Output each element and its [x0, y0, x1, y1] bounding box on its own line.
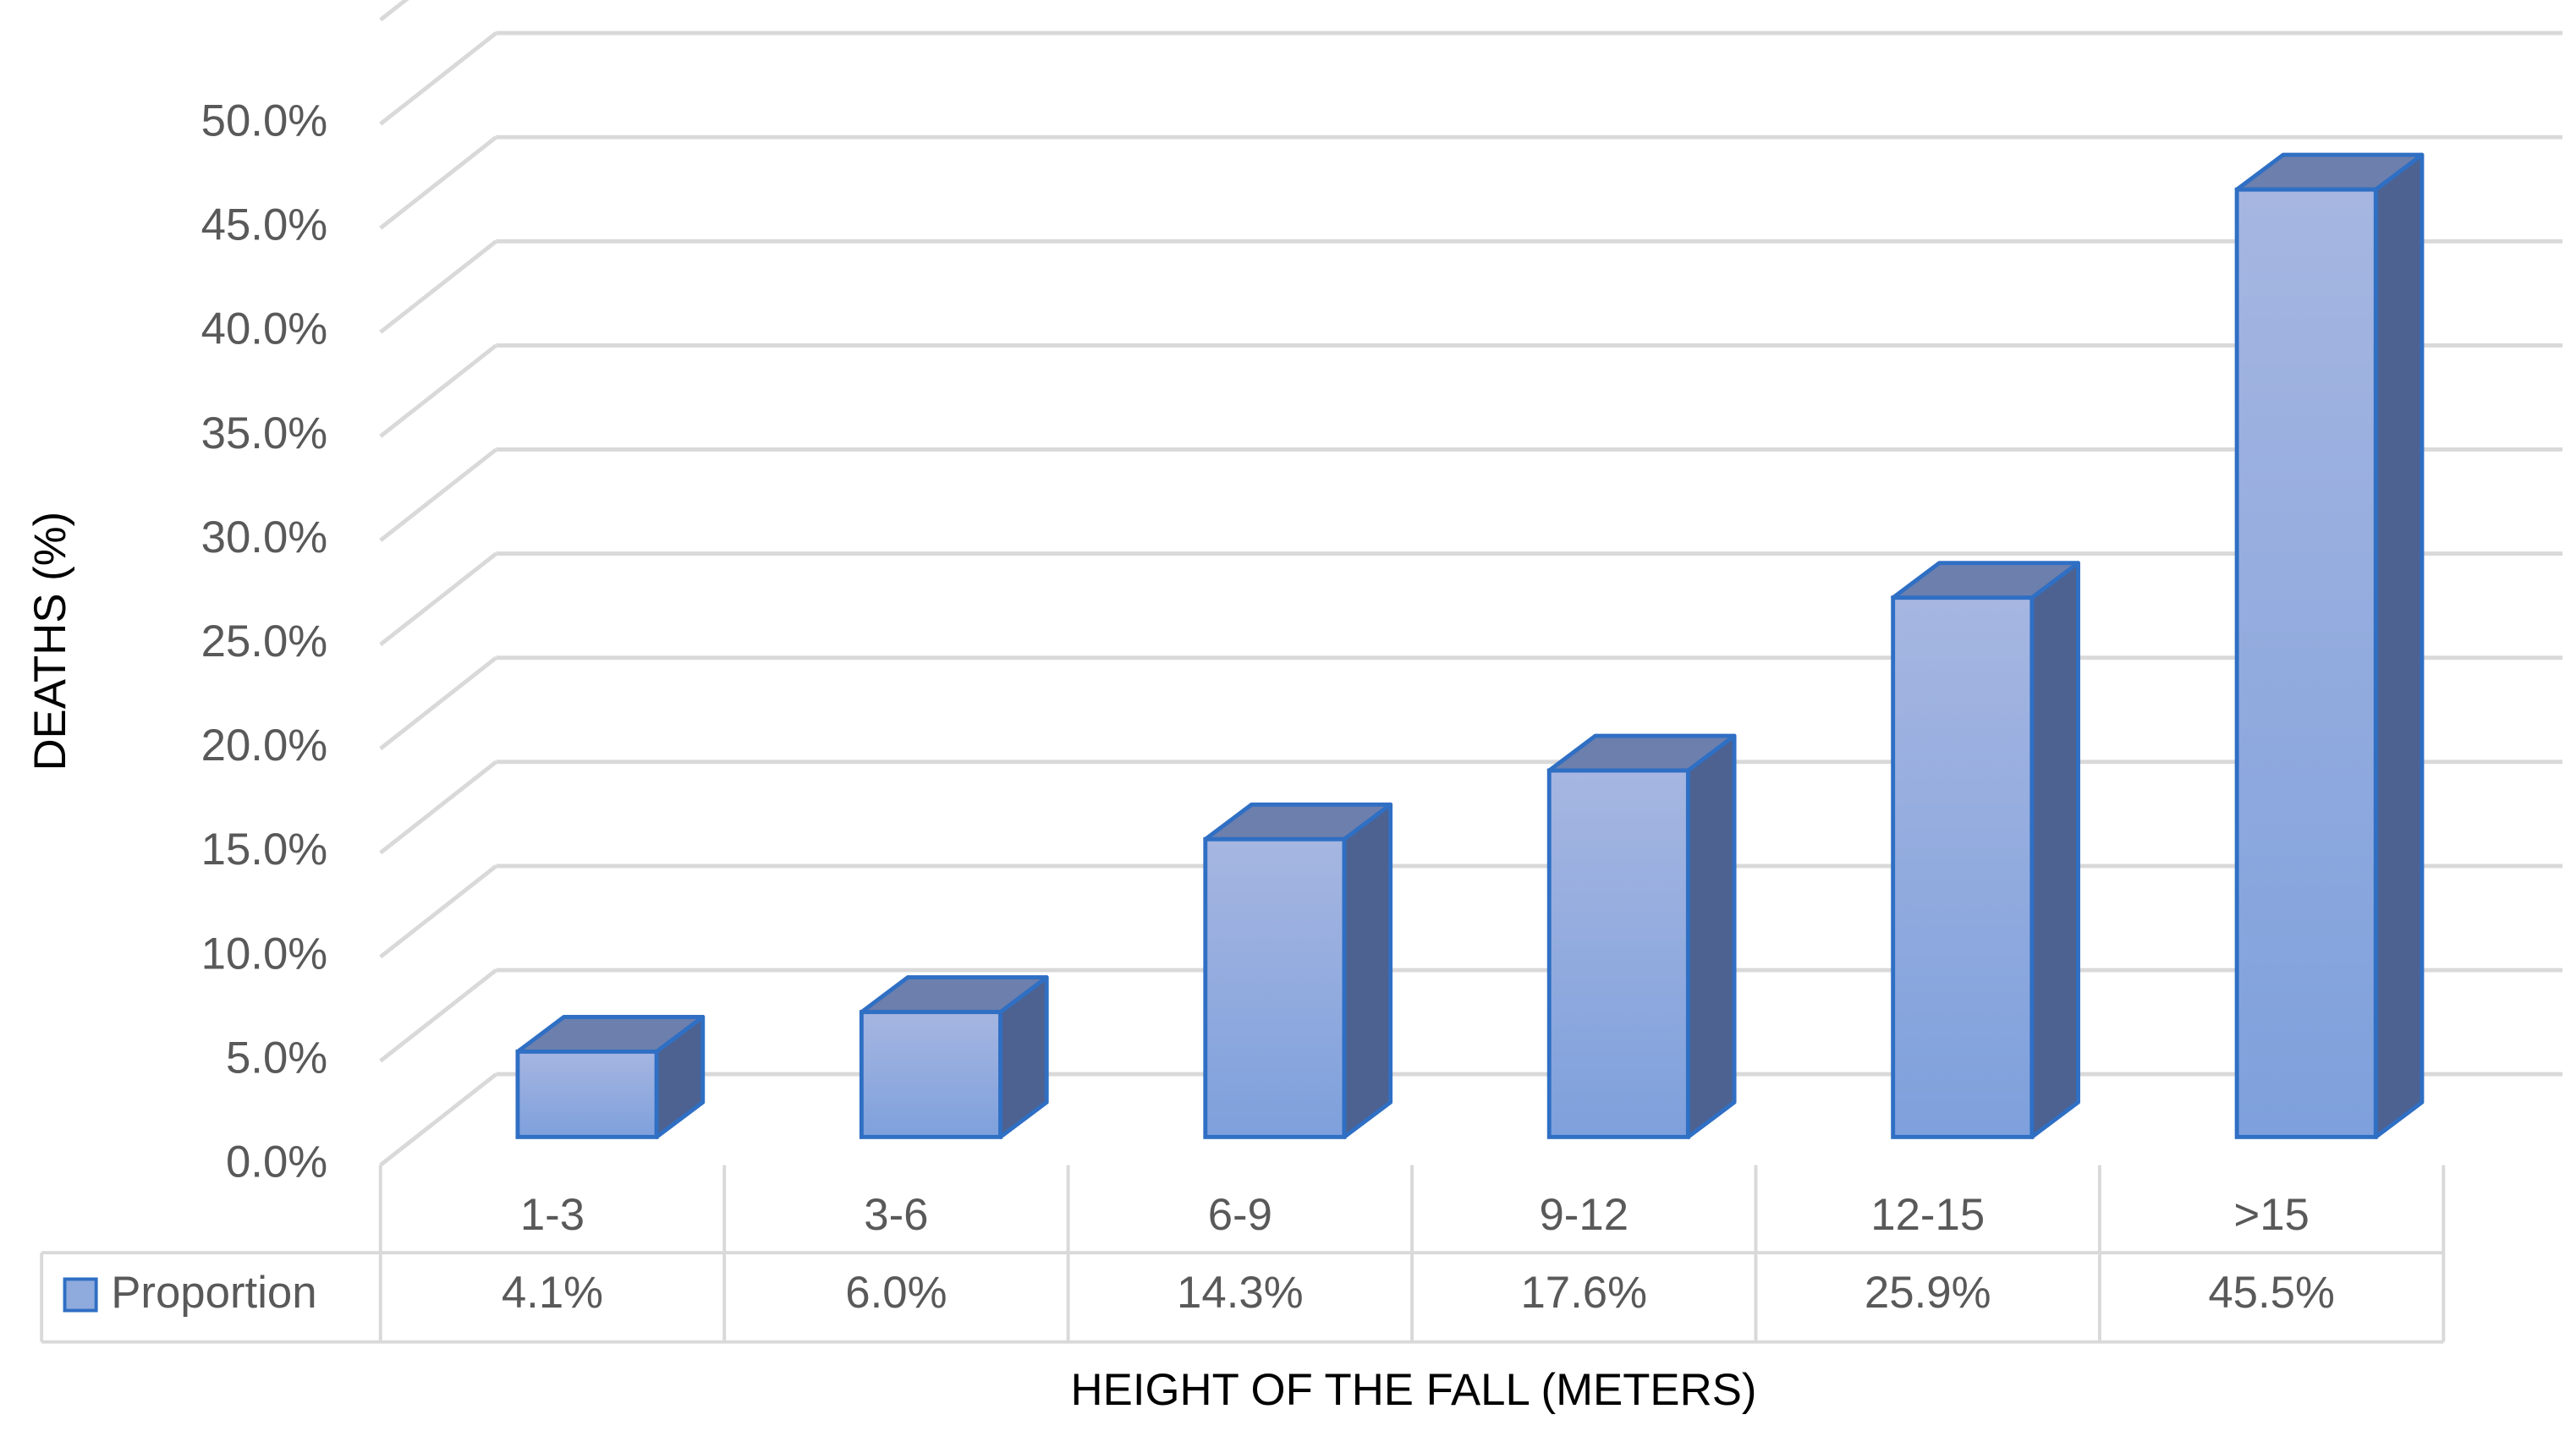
value-label: 25.9%: [1865, 1268, 1991, 1318]
grid-line-side: [379, 447, 498, 542]
x-axis-title: HEIGHT OF THE FALL (METERS): [1071, 1365, 1757, 1415]
bar: [515, 1049, 659, 1139]
bar-side: [2029, 561, 2080, 1139]
grid-line-side: [379, 1072, 498, 1167]
value-label: 14.3%: [1177, 1268, 1304, 1318]
y-tick-label: 35.0%: [201, 408, 328, 458]
value-label: 4.1%: [502, 1268, 603, 1318]
grid-line-side: [379, 655, 498, 751]
y-tick-label: 25.0%: [201, 617, 328, 666]
value-label: 17.6%: [1520, 1268, 1647, 1318]
x-tick-label: 3-6: [864, 1190, 928, 1240]
grid-line-side: [379, 968, 498, 1063]
legend-label: Proportion: [111, 1268, 316, 1318]
bars: [515, 152, 2425, 1139]
value-label: 45.5%: [2208, 1268, 2335, 1318]
x-tick-label: 1-3: [520, 1190, 585, 1240]
bar: [1546, 768, 1690, 1139]
bar-side: [1342, 802, 1393, 1139]
y-axis-title: DEATHS (%): [25, 512, 75, 771]
legend-swatch: [63, 1277, 98, 1313]
x-tick-label: >15: [2233, 1190, 2309, 1240]
bar: [1203, 836, 1347, 1139]
grid-line-side: [379, 343, 498, 438]
bar: [859, 1010, 1002, 1139]
value-label: 6.0%: [845, 1268, 947, 1318]
grid-line-side: [379, 551, 498, 646]
y-tick-label: 15.0%: [201, 825, 328, 875]
grid-line-side: [379, 759, 498, 855]
grid: 0.0% 5.0% 10.0% 15.0% 20.0% 25.0% 30.0% 35.0% 40…: [201, 0, 2563, 1187]
grid-line-side: [379, 31, 498, 126]
y-tick-label: 45.0%: [201, 200, 328, 250]
y-tick-label: 5.0%: [226, 1033, 327, 1083]
y-tick-label: 10.0%: [201, 929, 328, 979]
grid-line-side: [379, 0, 409, 22]
x-tick-label: 6-9: [1208, 1190, 1272, 1240]
x-tick-label: 12-15: [1870, 1190, 1985, 1240]
y-tick-label: 30.0%: [201, 513, 328, 562]
grid-line-side: [379, 239, 498, 334]
grid-line-side: [379, 135, 498, 230]
grid-line-side: [379, 864, 498, 959]
bar: [1891, 595, 2035, 1139]
y-tick-label: 20.0%: [201, 721, 328, 770]
y-tick-label: 40.0%: [201, 304, 328, 354]
bar-side: [2373, 152, 2425, 1139]
y-tick-label: 0.0%: [226, 1138, 327, 1187]
data-table: Proportion 4.1% 6.0% 14.3% 17.6% 25.9% 45.5% 1-…: [40, 1165, 2446, 1344]
bar: [2234, 187, 2378, 1139]
bar-side: [1685, 733, 1737, 1139]
y-tick-label: 50.0%: [201, 96, 328, 145]
x-tick-label: 9-12: [1539, 1190, 1629, 1240]
